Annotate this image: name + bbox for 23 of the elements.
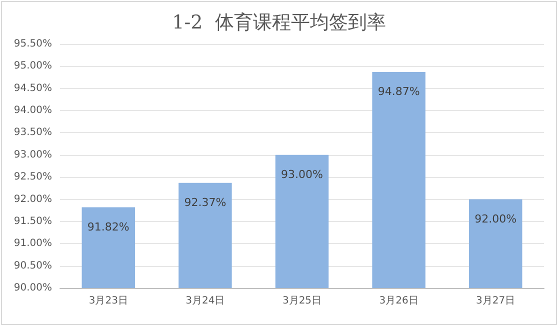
y-tick-label: 92.50% xyxy=(14,172,52,183)
y-tick-label: 95.50% xyxy=(14,38,52,50)
y-tick-label: 91.50% xyxy=(14,216,52,227)
y-tick-label: 95.00% xyxy=(14,60,52,72)
x-tick-label: 3月26日 xyxy=(379,296,418,306)
x-tick-label: 3月23日 xyxy=(88,296,128,306)
chart-title: 1-2 体育课程平均签到率 xyxy=(172,12,386,34)
y-tick-label: 93.50% xyxy=(14,127,52,138)
x-tick-label: 3月25日 xyxy=(282,296,322,306)
data-label: 92.37% xyxy=(184,196,226,209)
data-label: 92.00% xyxy=(474,212,517,226)
x-tick-label: 3月27日 xyxy=(476,296,516,306)
data-label: 91.82% xyxy=(87,220,130,234)
data-label: 93.00% xyxy=(281,168,323,181)
data-label: 94.87% xyxy=(378,84,420,98)
y-tick-label: 93.00% xyxy=(14,149,52,160)
y-tick-label: 92.00% xyxy=(14,194,52,205)
y-tick-label: 94.00% xyxy=(14,105,52,116)
x-tick-label: 3月24日 xyxy=(186,296,225,306)
y-tick-label: 90.00% xyxy=(14,282,52,294)
y-tick-label: 90.50% xyxy=(14,260,52,272)
y-tick-label: 91.00% xyxy=(14,238,52,250)
y-tick-label: 94.50% xyxy=(14,82,52,94)
